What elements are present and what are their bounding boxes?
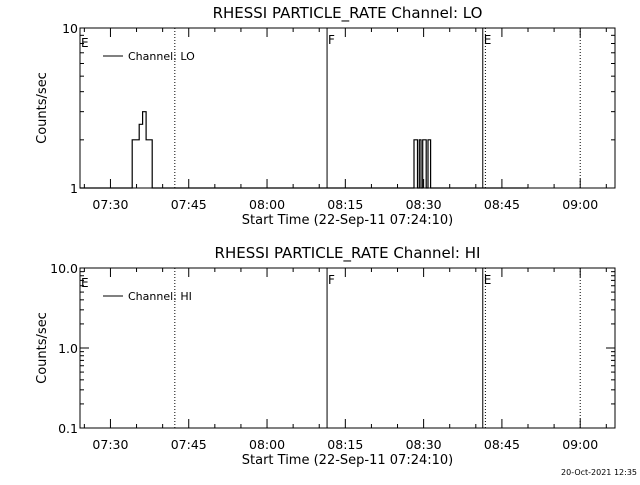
panel2-x-tick-label: 09:00 xyxy=(562,437,598,452)
panel1-x-tick-label: 08:30 xyxy=(406,197,442,212)
panel1-y-axis-label: Counts/sec xyxy=(35,72,50,144)
panel1-x-tick-label: 07:30 xyxy=(92,197,128,212)
panel1-marker-flag-E: E xyxy=(484,33,492,47)
panel2-legend-label: Channel: HI xyxy=(128,290,192,303)
panel2-x-axis-label: Start Time (22-Sep-11 07:24:10) xyxy=(242,453,453,468)
panel1-legend-label: Channel: LO xyxy=(128,50,195,63)
panel1-x-tick-label: 07:45 xyxy=(171,197,207,212)
panel1-x-axis-label: Start Time (22-Sep-11 07:24:10) xyxy=(242,213,453,228)
panel2-y-tick-label: 0.1 xyxy=(58,421,78,436)
panel2-marker-flag-E: E xyxy=(484,273,492,287)
panel2-y-axis-label: Counts/sec xyxy=(35,312,50,384)
footer-timestamp: 20-Oct-2021 12:35 xyxy=(561,468,637,477)
panel1-x-tick-label: 08:45 xyxy=(484,197,520,212)
panel2-y-tick-label: 10.0 xyxy=(50,261,78,276)
panel2-y-tick-label: 1.0 xyxy=(58,341,78,356)
panel1-start-flag: E xyxy=(81,36,89,50)
panel2-x-tick-label: 08:30 xyxy=(406,437,442,452)
panel1-y-tick-label: 1 xyxy=(70,181,78,196)
panel1-y-tick-label: 10 xyxy=(62,21,78,36)
panel1-series-line-0 xyxy=(80,111,528,189)
panel1-x-tick-label: 08:15 xyxy=(327,197,363,212)
panel2-x-tick-label: 07:30 xyxy=(92,437,128,452)
panel2-x-tick-label: 08:15 xyxy=(327,437,363,452)
panel1-x-tick-label: 09:00 xyxy=(562,197,598,212)
panel2-x-tick-label: 08:00 xyxy=(249,437,285,452)
panel1-x-tick-label: 08:00 xyxy=(249,197,285,212)
panel1-chart-title: RHESSI PARTICLE_RATE Channel: LO xyxy=(213,4,483,23)
panel2-start-flag: E xyxy=(81,276,89,290)
panel1-marker-flag-F: F xyxy=(328,33,335,47)
panel2-x-tick-label: 07:45 xyxy=(171,437,207,452)
panel2-x-tick-label: 08:45 xyxy=(484,437,520,452)
panel2-marker-flag-F: F xyxy=(328,273,335,287)
panel2-chart-title: RHESSI PARTICLE_RATE Channel: HI xyxy=(215,244,481,263)
